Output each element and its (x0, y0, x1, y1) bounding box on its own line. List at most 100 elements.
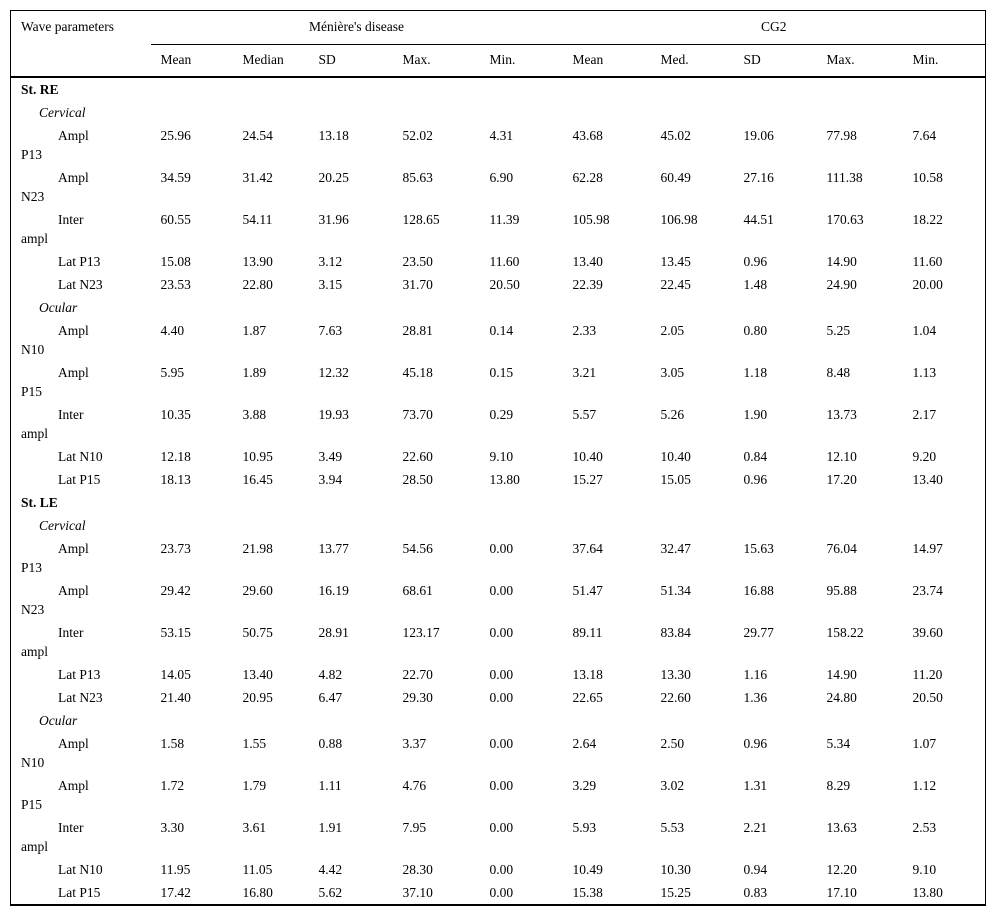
data-row: Lat P15 18.13 16.45 3.94 28.50 13.80 15.27 15.0… (11, 468, 986, 491)
cell-value: 11.39 (489, 212, 520, 227)
cell-value: 51.34 (660, 583, 691, 598)
cell-value: 3.88 (242, 407, 267, 422)
data-row: Ampl P15 1.72 1.79 1.11 4.76 0.00 3.29 3.02 1.31 8… (11, 774, 986, 816)
cell-value: 0.84 (743, 449, 768, 464)
row-label: Inter ampl (11, 621, 151, 663)
cell-value: 1.04 (912, 323, 937, 338)
cell-value: 1.07 (912, 736, 937, 751)
row-label: Ampl P15 (11, 774, 151, 816)
col-header-mean-group2: Mean (572, 52, 604, 67)
data-row: Ampl N23 29.42 29.60 16.19 68.61 0.00 51.47 51.3… (11, 579, 986, 621)
cell-value: 51.47 (572, 583, 603, 598)
col-header-mean-group1: Mean (160, 52, 192, 67)
cell-value: 15.08 (160, 254, 191, 269)
cell-value: 106.98 (660, 212, 698, 227)
cell-value: 3.49 (318, 449, 343, 464)
cell-value: 0.00 (489, 862, 514, 877)
cell-value: 85.63 (402, 170, 433, 185)
cell-value: 111.38 (826, 170, 863, 185)
cell-value: 22.45 (660, 277, 691, 292)
cell-value: 8.48 (826, 365, 851, 380)
row-label-line1: Ampl (58, 170, 89, 185)
row-label: Inter ampl (11, 816, 151, 858)
cell-value: 1.90 (743, 407, 768, 422)
cell-value: 13.77 (318, 541, 349, 556)
row-label-line1: Ampl (58, 736, 89, 751)
data-row: Inter ampl 53.15 50.75 28.91 123.17 0.00 89.11 8… (11, 621, 986, 663)
cell-value: 158.22 (826, 625, 864, 640)
row-label-line1: Ampl (58, 128, 89, 143)
cell-value: 53.15 (160, 625, 191, 640)
cell-value: 14.90 (826, 254, 857, 269)
row-label-line1: Ampl (58, 778, 89, 793)
cell-value: 31.70 (402, 277, 433, 292)
cell-value: 0.94 (743, 862, 768, 877)
cell-value: 2.33 (572, 323, 597, 338)
cell-value: 24.80 (826, 690, 857, 705)
cell-value: 0.00 (489, 820, 514, 835)
cell-value: 6.90 (489, 170, 514, 185)
row-label-line1: Ampl (58, 365, 89, 380)
row-label: Lat N23 (11, 686, 151, 709)
cell-value: 1.72 (160, 778, 185, 793)
cell-value: 2.21 (743, 820, 768, 835)
cell-value: 11.05 (242, 862, 273, 877)
cell-value: 21.98 (242, 541, 273, 556)
subsection-title: Ocular (39, 300, 78, 315)
cell-value: 52.02 (402, 128, 433, 143)
cell-value: 12.20 (826, 862, 857, 877)
cell-value: 22.70 (402, 667, 433, 682)
cell-value: 4.40 (160, 323, 185, 338)
row-label: Lat N23 (11, 273, 151, 296)
cell-value: 4.76 (402, 778, 427, 793)
cell-value: 11.60 (489, 254, 520, 269)
cell-value: 23.50 (402, 254, 433, 269)
col-header-max-group2: Max. (826, 52, 855, 67)
row-label-line1: Lat P15 (58, 472, 101, 487)
cell-value: 0.96 (743, 254, 768, 269)
row-label-line2: N23 (21, 602, 45, 617)
row-label-line2: N23 (21, 189, 45, 204)
cell-value: 68.61 (402, 583, 433, 598)
cell-value: 73.70 (402, 407, 433, 422)
cell-value: 15.05 (660, 472, 691, 487)
row-label: Lat P15 (11, 468, 151, 491)
cell-value: 2.53 (912, 820, 937, 835)
row-label-line1: Ampl (58, 541, 89, 556)
row-label-line1: Ampl (58, 323, 89, 338)
subsection-title-row: Ocular (11, 296, 986, 319)
cell-value: 0.00 (489, 625, 514, 640)
data-row: Ampl N23 34.59 31.42 20.25 85.63 6.90 62.28 60.4… (11, 166, 986, 208)
cell-value: 60.49 (660, 170, 691, 185)
row-label-line2: ampl (21, 839, 48, 854)
row-label-line2: ampl (21, 644, 48, 659)
cell-value: 13.80 (912, 885, 943, 900)
cell-value: 28.50 (402, 472, 433, 487)
cell-value: 13.40 (242, 667, 273, 682)
row-label: Ampl N10 (11, 732, 151, 774)
cell-value: 13.90 (242, 254, 273, 269)
cell-value: 3.37 (402, 736, 427, 751)
cell-value: 3.30 (160, 820, 185, 835)
subsection-title-row: Ocular (11, 709, 986, 732)
cell-value: 16.88 (743, 583, 774, 598)
col-header-sd-group1: SD (318, 52, 336, 67)
cell-value: 10.58 (912, 170, 943, 185)
cell-value: 23.53 (160, 277, 191, 292)
row-label-line1: Lat N23 (58, 277, 103, 292)
cell-value: 0.83 (743, 885, 768, 900)
cell-value: 76.04 (826, 541, 857, 556)
vemp-statistics-table: Wave parameters Ménière's disease CG2 Me… (10, 10, 987, 906)
subsection-title: Ocular (39, 713, 78, 728)
cell-value: 23.73 (160, 541, 191, 556)
cell-value: 2.17 (912, 407, 937, 422)
cell-value: 28.81 (402, 323, 433, 338)
cell-value: 39.60 (912, 625, 943, 640)
row-label-line1: Lat P13 (58, 667, 101, 682)
cell-value: 13.40 (572, 254, 603, 269)
row-label-line1: Inter (58, 407, 84, 422)
cell-value: 1.58 (160, 736, 185, 751)
row-label-line1: Lat N23 (58, 690, 103, 705)
subsection-title-row: Cervical (11, 101, 986, 124)
cell-value: 0.00 (489, 541, 514, 556)
